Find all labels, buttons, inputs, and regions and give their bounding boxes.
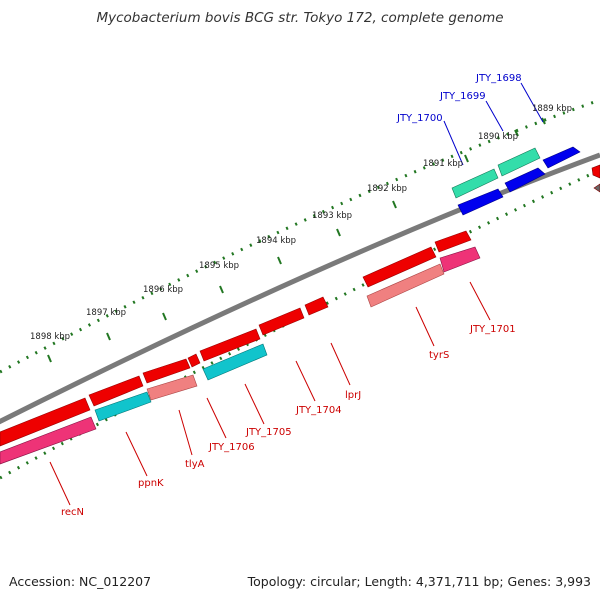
genome-backbone [0, 152, 600, 425]
gene-label-jty1705: JTY_1705 [245, 427, 292, 438]
cds-tlyA-red [142, 358, 191, 384]
red-cds-row [0, 230, 472, 447]
kbp-ticks [47, 117, 546, 363]
gene-label-lprJ: lprJ [345, 390, 361, 401]
second-row-features [0, 246, 481, 465]
gene-label-jty1699: JTY_1699 [439, 91, 486, 102]
cyan-jty1705 [202, 343, 268, 381]
label-leaders [49, 82, 544, 506]
scale-label: 1898 kbp [30, 332, 70, 342]
rna-jty1699 [497, 147, 541, 177]
cds-edge-grey [593, 183, 600, 193]
scale-label: 1889 kbp [532, 104, 572, 114]
cds-ppnK-red [88, 375, 144, 407]
rna-jty1701 [439, 246, 481, 273]
gene-label-jty1701: JTY_1701 [469, 324, 516, 335]
pseudo-tyrS [366, 263, 445, 308]
cds-tyrS [362, 246, 437, 288]
rna-recN [0, 416, 97, 465]
gene-label-ppnK: ppnK [138, 478, 164, 489]
genome-title: Mycobacterium bovis BCG str. Tokyo 172, … [96, 10, 504, 26]
gene-label-jty1700: JTY_1700 [396, 113, 443, 124]
cds-jty1704 [258, 307, 305, 336]
gene-label-tyrS: tyrS [429, 350, 449, 361]
outer-scale-track [0, 98, 600, 374]
cds-edge-red [591, 164, 600, 179]
gene-label-jty1704: JTY_1704 [295, 405, 342, 416]
forward-strand-features [451, 146, 600, 216]
cds-jty1705 [199, 328, 261, 362]
pseudo-tlyA [146, 374, 198, 401]
cds-jty1698 [542, 146, 581, 169]
cds-lprJ [304, 296, 329, 316]
cds-recN-red [0, 397, 91, 447]
cds-jty1699 [504, 167, 546, 193]
cds-small [187, 353, 201, 368]
gene-label-recN: recN [61, 507, 84, 518]
scale-label: 1890 kbp [478, 132, 518, 142]
scale-label: 1895 kbp [199, 261, 239, 271]
scale-label: 1893 kbp [312, 211, 352, 221]
kbp-labels: 1889 kbp 1890 kbp 1891 kbp 1892 kbp 1893… [30, 104, 572, 342]
gene-label-jty1698: JTY_1698 [475, 73, 522, 84]
scale-label: 1891 kbp [423, 159, 463, 169]
cds-jty1700 [457, 188, 504, 216]
cyan-ppnK [94, 391, 152, 422]
genome-info-text: Topology: circular; Length: 4,371,711 bp… [247, 574, 591, 589]
gene-label-jty1706: JTY_1706 [208, 442, 255, 453]
rna-jty1700 [451, 168, 499, 199]
gene-label-tlyA: tlyA [185, 459, 205, 470]
accession-text: Accession: NC_012207 [9, 574, 152, 589]
scale-label: 1892 kbp [367, 184, 407, 194]
cds-jty1701a [434, 230, 472, 253]
scale-label: 1896 kbp [143, 285, 183, 295]
scale-label: 1894 kbp [256, 236, 296, 246]
gene-labels: JTY_1698 JTY_1699 JTY_1700 JTY_1701 tyrS… [61, 73, 522, 518]
scale-label: 1897 kbp [86, 308, 126, 318]
